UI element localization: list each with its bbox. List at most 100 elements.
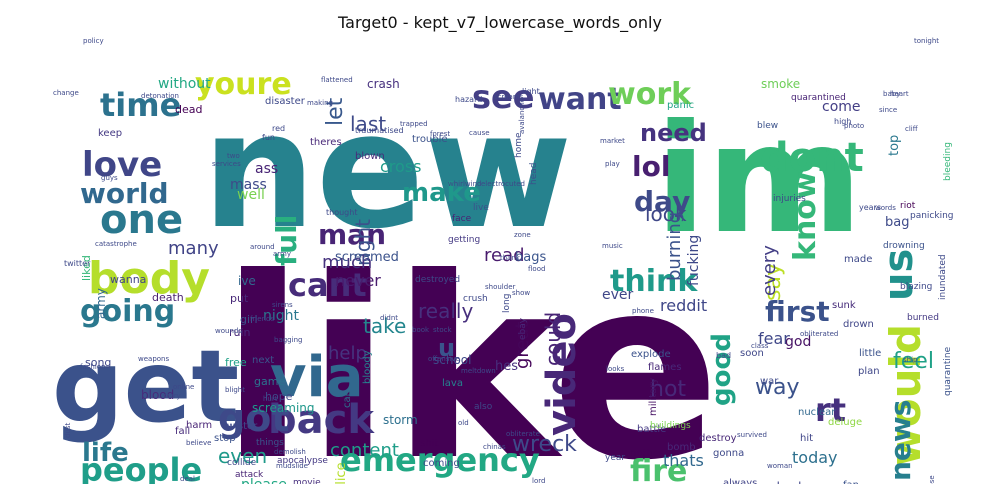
word-wanna: wanna [110, 273, 146, 286]
word-flood: flood [528, 265, 545, 273]
word-hazard: hazard [455, 95, 482, 104]
word-believe: believe [186, 439, 211, 447]
word-storm: storm [383, 413, 418, 427]
word-love: love [82, 145, 162, 185]
word-top: top [887, 135, 902, 156]
word-trouble: trouble [412, 134, 448, 145]
word-never: never [335, 271, 381, 290]
word-injuries: injuries [773, 194, 806, 204]
word-many: many [168, 238, 219, 259]
word-book: book [412, 326, 430, 334]
word-screams: screams [494, 93, 524, 101]
word-today: today [792, 448, 838, 467]
word-bad: bad [716, 351, 731, 360]
word-youre: youre [195, 67, 292, 102]
word-way: way [755, 375, 800, 400]
word-got: got [218, 396, 289, 440]
word-riot: riot [900, 201, 916, 211]
word-obliterate: obliterate [506, 430, 540, 438]
word-feel: feel [893, 349, 934, 374]
word-put: put [230, 292, 249, 305]
word-old: old [458, 419, 469, 427]
word-chinas: chinas [483, 443, 506, 451]
word-whirlwind: whirlwind [448, 180, 481, 188]
word-gonna: gonna [713, 448, 744, 459]
word-buildings: buildings [650, 421, 691, 431]
word-cause: cause [469, 129, 490, 137]
word-red: red [272, 124, 285, 133]
word-stock: stock [433, 326, 453, 334]
word-keep: keep [98, 128, 122, 139]
word-new: new [202, 77, 572, 264]
word-stop: stop [214, 433, 236, 444]
word-fucking: fucking [686, 235, 702, 286]
word-light: light [522, 87, 540, 96]
word-drowning: drowning [883, 241, 925, 251]
word-crush: crush [463, 294, 488, 304]
word-really: really [418, 299, 473, 323]
word-army: army [94, 288, 108, 319]
word-apocalypse: apocalypse [277, 456, 328, 466]
word-play: play [605, 160, 620, 168]
word-free: free [225, 356, 247, 369]
word-policy: policy [83, 37, 104, 45]
word-drown: drown [843, 319, 874, 330]
word-cloud-canvas: like new im get body via one dont back video would… [40, 36, 962, 484]
word-battle: battle [637, 424, 666, 435]
word-disaster: disaster [265, 96, 306, 107]
word-say: say [761, 263, 786, 301]
word-panic: panic [667, 100, 694, 111]
word-dust: dust [64, 422, 72, 438]
word-fun: fun [262, 133, 275, 142]
word-made: made [844, 254, 872, 265]
word-baby: baby [883, 90, 900, 98]
word-lord: lord [532, 477, 545, 484]
word-first: first [765, 295, 830, 328]
word-screaming: screaming [252, 401, 315, 415]
word-weapons: weapons [138, 355, 169, 363]
word-theres: theres [310, 137, 342, 148]
word-since: since [879, 106, 897, 114]
word-another: another [624, 448, 664, 459]
word-mudslide: mudslide [276, 462, 308, 470]
word-also: also [474, 402, 493, 412]
word-quarantine: quarantine [943, 346, 953, 396]
word-nuclear: nuclear [798, 407, 836, 418]
word-zone: zone [514, 231, 531, 239]
word-mass: mass [230, 177, 267, 193]
word-us: us [876, 249, 922, 301]
word-looks: looks [606, 365, 625, 373]
word-see: see [472, 78, 534, 116]
word-get: get [52, 328, 239, 445]
word-destroy: destroy [699, 433, 737, 444]
word-smoke: smoke [761, 77, 800, 91]
word-little: little [859, 348, 881, 359]
word-well: well [237, 187, 265, 203]
word-demolish: demolish [274, 448, 306, 456]
word-even: even [218, 444, 267, 468]
word-world: world [80, 177, 169, 210]
word-two: two [227, 152, 240, 160]
word-words: words [875, 204, 896, 212]
word-traumatised: traumatised [355, 126, 404, 135]
word-ass: ass [255, 161, 278, 177]
word-army: army [273, 250, 291, 258]
word-heart: heart [890, 90, 909, 98]
word-hope: hope [265, 390, 293, 403]
word-great: great [512, 321, 533, 369]
word-video: video [539, 313, 585, 436]
word-offensive: offensive [428, 355, 460, 363]
word-next: next [252, 355, 274, 366]
word-content: content [330, 440, 399, 461]
word-collapse: collapse [928, 475, 936, 484]
word-fall: fall [175, 426, 190, 437]
word-ive: ive [238, 274, 256, 288]
word-death: death [152, 291, 184, 304]
word-war: war [760, 376, 779, 387]
word-around: around [250, 243, 275, 251]
word-meltdown: meltdown [461, 367, 496, 375]
word-fear: fear [758, 329, 790, 348]
word-story: story [163, 392, 181, 400]
word-game: game [254, 375, 285, 388]
word-people: people [80, 451, 202, 484]
